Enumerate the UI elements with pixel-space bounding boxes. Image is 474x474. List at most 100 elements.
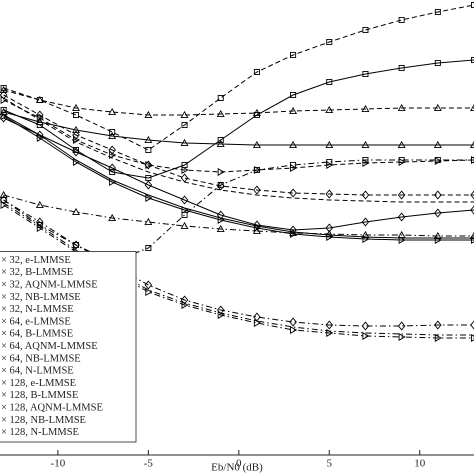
marker	[180, 221, 189, 230]
marker	[145, 161, 153, 169]
marker	[397, 140, 406, 149]
marker	[434, 59, 441, 67]
marker	[434, 208, 442, 218]
marker	[470, 1, 474, 9]
marker	[361, 140, 370, 149]
marker	[398, 64, 405, 72]
marker	[180, 138, 189, 147]
marker	[144, 180, 153, 190]
marker	[289, 188, 297, 198]
marker	[35, 117, 44, 126]
legend-box	[0, 251, 137, 443]
series-line	[3, 115, 474, 241]
marker	[36, 110, 44, 120]
marker	[144, 135, 153, 144]
marker	[289, 228, 298, 237]
series-line	[3, 204, 474, 339]
marker	[72, 147, 80, 157]
marker	[253, 319, 262, 327]
marker	[470, 140, 474, 149]
x-tick-label: 0	[236, 458, 242, 470]
marker	[362, 70, 369, 78]
marker	[181, 211, 188, 219]
marker	[108, 213, 117, 222]
marker	[72, 240, 80, 250]
marker	[326, 78, 333, 86]
marker	[108, 131, 117, 140]
marker	[252, 226, 261, 235]
marker	[397, 230, 406, 239]
marker	[0, 112, 8, 120]
marker	[289, 106, 298, 115]
marker	[398, 16, 405, 24]
marker	[289, 140, 298, 149]
marker	[325, 140, 334, 149]
x-tick-label: -5	[144, 458, 154, 470]
marker	[72, 111, 79, 119]
marker	[470, 231, 474, 240]
series-line	[3, 111, 474, 146]
marker	[433, 103, 442, 112]
marker	[397, 190, 406, 200]
series-line	[3, 94, 474, 196]
series-line	[3, 202, 474, 336]
series-line	[3, 194, 474, 237]
x-tick-label: 10	[414, 458, 426, 470]
marker	[144, 280, 153, 290]
legend-label: × 32, B-LMMSE	[1, 267, 73, 278]
marker	[216, 224, 225, 233]
series-line	[3, 114, 474, 239]
marker	[290, 51, 297, 59]
marker	[216, 109, 225, 118]
marker	[217, 168, 225, 176]
marker	[397, 321, 406, 331]
marker	[180, 295, 189, 305]
marker	[109, 168, 116, 176]
legend: × 32, e-LMMSE× 32, B-LMMSE × 32, AQNM-LMM…	[0, 251, 137, 443]
marker	[145, 244, 152, 252]
marker	[361, 230, 370, 239]
marker	[433, 231, 442, 240]
marker	[181, 121, 188, 129]
series-line	[3, 159, 474, 263]
legend-label: × 32, e-LMMSE	[1, 255, 71, 266]
marker	[36, 114, 44, 122]
marker	[145, 194, 153, 202]
series-line	[3, 4, 474, 151]
marker	[217, 181, 224, 189]
marker	[108, 163, 116, 173]
marker	[109, 151, 117, 159]
series-line	[3, 89, 474, 116]
series-line	[3, 199, 474, 327]
x-tick-label: 5	[327, 458, 333, 470]
marker	[398, 156, 405, 164]
x-axis-label: Eb/N0 (dB)	[211, 462, 263, 474]
marker	[397, 212, 406, 222]
marker	[253, 166, 260, 174]
marker	[361, 217, 370, 227]
marker	[35, 200, 44, 209]
marker	[252, 140, 261, 149]
legend-label: × 64, AQNM-LMMSE	[1, 341, 98, 352]
marker	[326, 38, 333, 46]
plot-area	[0, 1, 474, 342]
marker	[145, 146, 152, 154]
marker	[434, 156, 441, 164]
marker	[325, 189, 334, 199]
marker	[325, 320, 334, 330]
marker	[326, 158, 333, 166]
marker	[0, 190, 8, 199]
marker	[72, 241, 79, 249]
legend-label: × 32, AQNM-LMMSE	[1, 280, 98, 291]
marker	[216, 139, 225, 148]
marker	[325, 223, 334, 233]
marker	[361, 190, 370, 200]
marker	[72, 125, 80, 134]
series-line	[3, 117, 474, 231]
marker	[434, 8, 441, 16]
marker	[181, 166, 189, 174]
marker	[72, 207, 80, 216]
marker	[362, 26, 369, 34]
legend-label: × 64, NB-LMMSE	[1, 353, 81, 364]
legend-label: × 64, N-LMMSE	[1, 366, 74, 377]
